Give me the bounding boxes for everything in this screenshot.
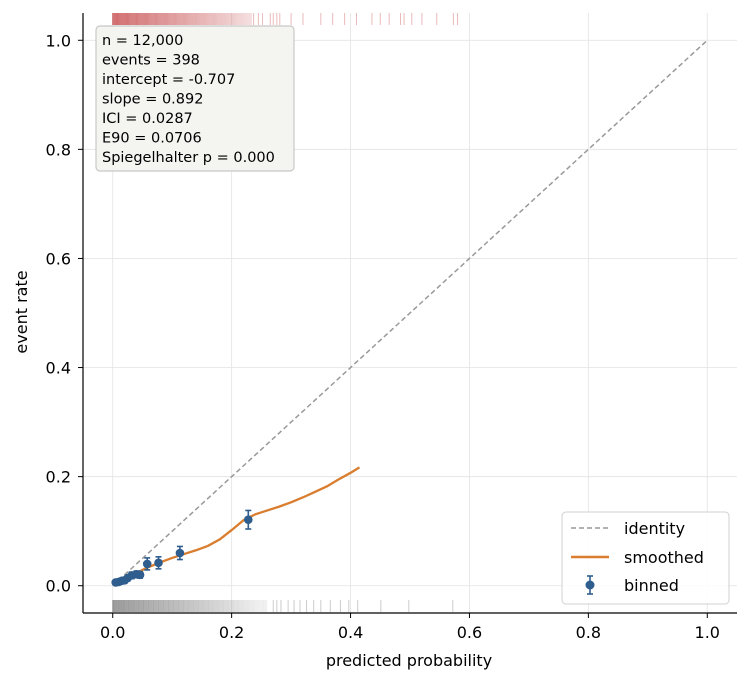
binned-point: [154, 556, 163, 570]
series-layer: [111, 39, 708, 587]
binned-point: [135, 570, 145, 580]
binned-point: [243, 509, 253, 530]
stats-box-frame: [95, 25, 295, 172]
identity-line: [112, 39, 708, 587]
legend-frame: [561, 511, 730, 605]
legend-smoothed-label: smoothed: [624, 548, 704, 567]
stats-line-events: events = 398: [102, 53, 200, 69]
axes: 0.0 0.2 0.4 0.6 0.8 1.0 0.0 0.2 0.4 0.6 0.8 1.0: [46, 13, 737, 642]
y-tick-label-2: 0.4: [46, 359, 71, 378]
y-tick-label-5: 1.0: [46, 31, 71, 50]
legend: identity smoothed binned: [561, 511, 730, 605]
y-tick-label-0: 0.0: [46, 577, 71, 596]
binned-point: [142, 557, 152, 571]
event-rug: [112, 13, 459, 25]
y-tick-label-4: 0.8: [46, 140, 71, 159]
x-tick-label-4: 0.8: [576, 623, 601, 642]
legend-binned-label: binned: [624, 576, 679, 595]
x-tick-label-3: 0.6: [457, 623, 482, 642]
x-axis-label: predicted probability: [326, 651, 492, 670]
stats-line-e90: E90 = 0.0706: [102, 131, 202, 147]
stats-box: n = 12,000 events = 398 intercept = -0.7…: [95, 25, 295, 172]
stats-line-intercept: intercept = -0.707: [102, 72, 235, 88]
y-axis-label: event rate: [12, 270, 31, 353]
stats-line-spiegelhalter: Spiegelhalter p = 0.000: [102, 150, 275, 166]
legend-identity-label: identity: [624, 519, 685, 538]
nonevent-rug: [112, 600, 454, 612]
stats-line-n: n = 12,000: [102, 33, 183, 49]
y-tick-label-1: 0.2: [46, 468, 71, 487]
binned-point: [175, 545, 185, 561]
stats-line-slope: slope = 0.892: [102, 92, 203, 108]
x-tick-label-0: 0.0: [100, 623, 125, 642]
x-tick-label-1: 0.2: [219, 623, 244, 642]
x-tick-label-2: 0.4: [338, 623, 363, 642]
stats-line-ici: ICI = 0.0287: [102, 111, 193, 127]
x-tick-label-5: 1.0: [695, 623, 720, 642]
legend-binned-swatch: [585, 575, 595, 595]
smoothed-line: [118, 466, 361, 583]
y-tick-label-3: 0.6: [46, 249, 71, 268]
